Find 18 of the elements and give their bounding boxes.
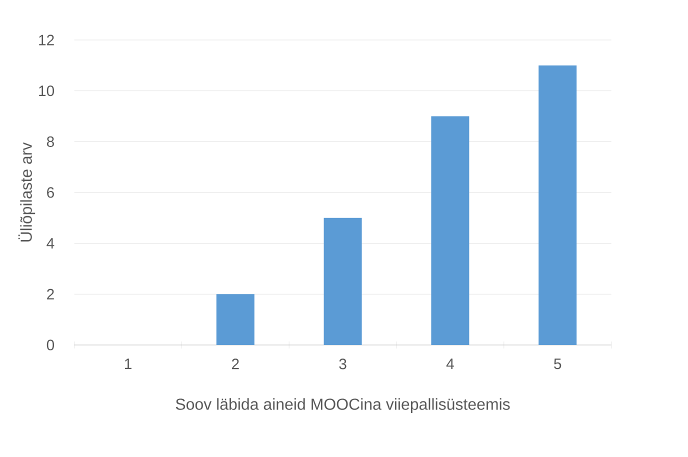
- y-axis-title: Üliõpilaste arv: [18, 142, 36, 242]
- x-tick-label: 5: [554, 358, 562, 370]
- x-tick-label: 2: [232, 358, 239, 370]
- y-tick-label: 8: [46, 136, 54, 147]
- y-tick-label: 10: [39, 86, 54, 96]
- bar: [431, 116, 470, 345]
- bar: [324, 218, 362, 345]
- y-tick-label: 2: [47, 288, 54, 300]
- y-tick-label: 6: [47, 187, 54, 198]
- y-tick-label: 0: [46, 340, 54, 350]
- x-tick-label: 4: [446, 358, 454, 369]
- x-tick-label: 3: [339, 358, 346, 370]
- bar: [538, 65, 577, 345]
- bar: [216, 294, 254, 345]
- x-axis-title: Soov läbida aineid MOOCina viiepallisüsteemis: [176, 398, 510, 414]
- y-tick-label: 12: [39, 34, 54, 46]
- x-tick-label: 1: [124, 358, 132, 369]
- y-tick-label: 4: [46, 238, 54, 248]
